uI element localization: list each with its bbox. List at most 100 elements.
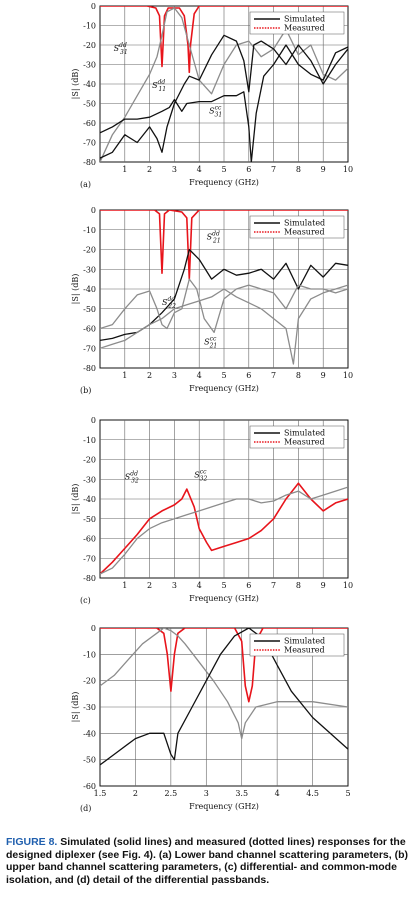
x-axis-label: Frequency (GHz) xyxy=(189,178,259,187)
y-tick-label: -20 xyxy=(83,41,96,50)
series-line-1 xyxy=(100,482,348,575)
x-tick-label: 7 xyxy=(271,165,276,174)
chart-panel-2: 1 2 3 4 5 6 7 8 9 10 0 -10 -20 -30 -40 -50 -60 -70 -80 Freq… xyxy=(71,206,353,395)
caption-lead: FIGURE 8. xyxy=(6,836,58,848)
panel-label: (b) xyxy=(80,386,91,395)
x-tick-label: 1 xyxy=(122,371,127,380)
y-tick-label: 0 xyxy=(91,206,96,215)
series-line-3 xyxy=(100,278,348,334)
x-tick-label: 1 xyxy=(122,581,127,590)
y-tick-label: -40 xyxy=(83,80,96,89)
x-tick-label: 4 xyxy=(197,371,202,380)
annotation-label: Sdd 22 xyxy=(162,296,176,310)
y-tick-label: -60 xyxy=(83,325,96,334)
y-tick-label: 0 xyxy=(91,416,96,425)
x-tick-label: 1 xyxy=(122,165,127,174)
y-tick-label: -70 xyxy=(83,139,96,148)
y-axis-label: |S| (dB) xyxy=(71,692,80,723)
x-tick-label: 6 xyxy=(246,165,251,174)
figure-canvas: 1 2 3 4 5 6 7 8 9 100-10-20-30-40-50-60-70-80Freq… xyxy=(71,2,353,813)
y-tick-label: -20 xyxy=(83,456,96,465)
legend-label-measured: Measured xyxy=(284,438,325,447)
x-tick-label: 6 xyxy=(246,581,251,590)
x-tick-label: 9 xyxy=(321,165,326,174)
x-tick-label: 8 xyxy=(296,165,301,174)
x-tick-label: 3 xyxy=(204,789,209,798)
x-tick-label: 3.5 xyxy=(235,789,248,798)
y-tick-label: -30 xyxy=(83,265,96,274)
y-tick-label: -50 xyxy=(83,756,96,765)
y-tick-label: -70 xyxy=(83,554,96,563)
x-tick-label: 3 xyxy=(172,371,177,380)
annotation-label: Scc 21 xyxy=(204,335,217,349)
y-tick-label: -10 xyxy=(83,22,96,31)
series-line-4 xyxy=(100,284,348,365)
x-tick-label: 4 xyxy=(275,789,280,798)
series-line-1 xyxy=(100,210,348,280)
caption-body: Simulated (solid lines) and measured (do… xyxy=(6,836,409,886)
y-tick-label: -10 xyxy=(83,650,96,659)
x-tick-label: 2 xyxy=(147,165,152,174)
x-tick-label: 4 xyxy=(197,165,202,174)
x-tick-label: 1.5 xyxy=(94,789,107,798)
x-axis-label: Frequency (GHz) xyxy=(189,802,259,811)
x-tick-label: 3 xyxy=(172,165,177,174)
x-axis-label: Frequency (GHz) xyxy=(189,594,259,603)
x-tick-label: 10 xyxy=(343,165,353,174)
legend-label-simulated: Simulated xyxy=(284,429,325,438)
annotation-label: Sdd 32 xyxy=(125,470,139,484)
y-tick-label: -60 xyxy=(83,119,96,128)
x-tick-label: 6 xyxy=(246,371,251,380)
x-tick-label: 3 xyxy=(172,581,177,590)
x-tick-label: 8 xyxy=(296,581,301,590)
legend-label-measured: Measured xyxy=(284,646,325,655)
series-line-2 xyxy=(100,628,348,740)
y-tick-label: -80 xyxy=(83,158,96,167)
y-tick-label: -50 xyxy=(83,515,96,524)
y-tick-label: -10 xyxy=(83,436,96,445)
x-tick-label: 5 xyxy=(221,165,226,174)
y-tick-label: -80 xyxy=(83,364,96,373)
annotation-label: Sdd 11 xyxy=(152,79,166,93)
series-line-2 xyxy=(100,7,348,162)
series-line-2 xyxy=(100,486,348,575)
series-group xyxy=(100,210,348,365)
y-tick-label: -70 xyxy=(83,344,96,353)
legend-label-simulated: Simulated xyxy=(284,637,325,646)
x-tick-label: 8 xyxy=(296,371,301,380)
x-tick-label: 2 xyxy=(147,371,152,380)
x-tick-label: 7 xyxy=(271,371,276,380)
y-axis-label: |S| (dB) xyxy=(71,274,80,305)
panel-label: (c) xyxy=(80,596,91,605)
chart-panel-1: 1 2 3 4 5 6 7 8 9 10 0 -10 -20 -30 -40 -50 -60 -70 -80 Freq… xyxy=(71,2,353,189)
y-tick-label: -30 xyxy=(83,61,96,70)
x-tick-label: 2.5 xyxy=(164,789,177,798)
annotation-label: Sdd 21 xyxy=(207,231,221,245)
figure-caption: FIGURE 8. Simulated (solid lines) and me… xyxy=(6,836,410,886)
annotation-label: Sdd 31 xyxy=(114,42,128,56)
x-tick-label: 9 xyxy=(321,581,326,590)
x-tick-label: 7 xyxy=(271,581,276,590)
y-tick-label: -50 xyxy=(83,100,96,109)
x-tick-label: 2 xyxy=(133,789,138,798)
y-tick-label: -40 xyxy=(83,495,96,504)
y-tick-label: -60 xyxy=(83,535,96,544)
series-line-4 xyxy=(100,44,348,162)
y-axis-label: |S| (dB) xyxy=(71,484,80,515)
x-tick-label: 10 xyxy=(343,581,353,590)
y-tick-label: 0 xyxy=(91,2,96,11)
series-group xyxy=(100,6,348,162)
annotation-label: Scc 32 xyxy=(194,468,207,482)
x-tick-label: 5 xyxy=(221,581,226,590)
series-group xyxy=(100,482,348,575)
y-tick-label: -10 xyxy=(83,226,96,235)
y-tick-label: -60 xyxy=(83,782,96,791)
x-tick-label: 5 xyxy=(345,789,350,798)
y-tick-label: -30 xyxy=(83,475,96,484)
x-tick-label: 5 xyxy=(221,371,226,380)
legend-label-measured: Measured xyxy=(284,24,325,33)
legend-label-measured: Measured xyxy=(284,228,325,237)
chart-panel-4: 1.5 2 2.5 3 3.5 4 4.5 5 0 -10 -20 -30 -40 -50 -60 Frequ… xyxy=(71,624,351,813)
annotation-label: Scc 31 xyxy=(209,104,222,118)
y-tick-label: -20 xyxy=(83,677,96,686)
